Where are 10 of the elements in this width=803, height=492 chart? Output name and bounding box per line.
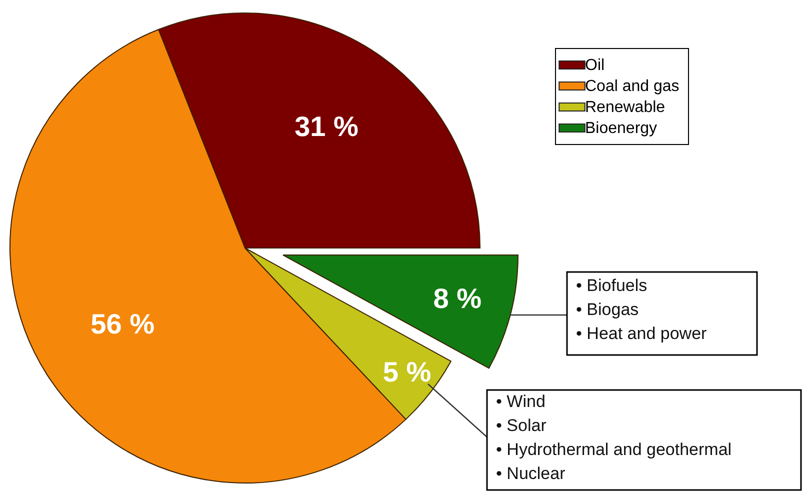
text: • Wind • Solar • Hydrothermal and geothermal • Nuclear	[496, 392, 732, 483]
data-label: 31 %	[294, 111, 359, 142]
data-label: 8 %	[433, 282, 482, 314]
legend-label: Bioenergy	[585, 120, 658, 137]
legend-label: Oil	[585, 57, 605, 74]
data-label: 56 %	[90, 308, 155, 340]
text: • Biofuels • Biogas • Heat and power	[576, 276, 708, 343]
legend-label: Renewable	[585, 99, 666, 116]
legend-label: Coal and gas	[585, 78, 680, 95]
data-label: 5 %	[382, 356, 432, 388]
